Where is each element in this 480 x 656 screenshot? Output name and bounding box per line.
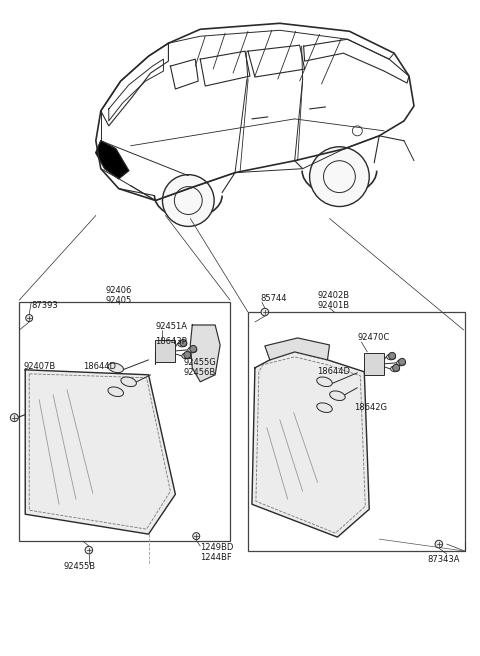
Text: 92451A: 92451A [156, 321, 188, 331]
Bar [19, 302, 230, 541]
Circle shape [85, 546, 93, 554]
Text: 92455B: 92455B [63, 562, 95, 571]
Ellipse shape [178, 341, 187, 347]
Ellipse shape [317, 403, 332, 413]
Text: 1244BF: 1244BF [200, 552, 232, 562]
Circle shape [261, 308, 269, 316]
Text: 87393: 87393 [31, 300, 58, 310]
Text: 92405: 92405 [106, 296, 132, 304]
Text: 87343A: 87343A [427, 554, 459, 564]
Bar [248, 312, 465, 551]
Polygon shape [265, 338, 329, 360]
Polygon shape [190, 325, 220, 382]
Polygon shape [96, 141, 129, 178]
Circle shape [389, 352, 396, 359]
Ellipse shape [182, 353, 191, 359]
Polygon shape [25, 370, 175, 534]
Text: 85744: 85744 [260, 294, 287, 302]
Text: 18642G: 18642G [354, 403, 387, 412]
Text: 92401B: 92401B [318, 300, 349, 310]
Circle shape [398, 358, 406, 365]
Text: 18643P: 18643P [156, 337, 187, 346]
Circle shape [11, 414, 18, 422]
Text: 92402B: 92402B [318, 291, 349, 300]
Circle shape [193, 533, 200, 540]
Ellipse shape [387, 354, 396, 359]
Circle shape [310, 147, 369, 207]
Text: 92456B: 92456B [183, 368, 216, 377]
Circle shape [162, 174, 214, 226]
Ellipse shape [330, 391, 345, 401]
Text: 18644D: 18644D [83, 362, 116, 371]
Ellipse shape [108, 387, 123, 396]
Ellipse shape [396, 360, 406, 366]
Text: 1249BD: 1249BD [200, 543, 234, 552]
Ellipse shape [391, 366, 399, 372]
Text: 92470C: 92470C [357, 333, 390, 342]
Text: 18644D: 18644D [318, 367, 350, 377]
Ellipse shape [108, 363, 123, 373]
Text: 92455G: 92455G [183, 358, 216, 367]
Text: 92406: 92406 [106, 285, 132, 295]
Circle shape [180, 339, 187, 346]
Ellipse shape [188, 347, 197, 353]
Bar [156, 340, 175, 362]
Circle shape [435, 541, 443, 548]
Ellipse shape [317, 377, 332, 386]
Circle shape [26, 315, 33, 321]
Circle shape [184, 352, 191, 358]
Polygon shape [252, 352, 369, 537]
Circle shape [393, 364, 399, 371]
Circle shape [190, 346, 197, 352]
Text: 92407B: 92407B [23, 362, 56, 371]
Bar [364, 353, 384, 375]
Ellipse shape [121, 377, 136, 386]
